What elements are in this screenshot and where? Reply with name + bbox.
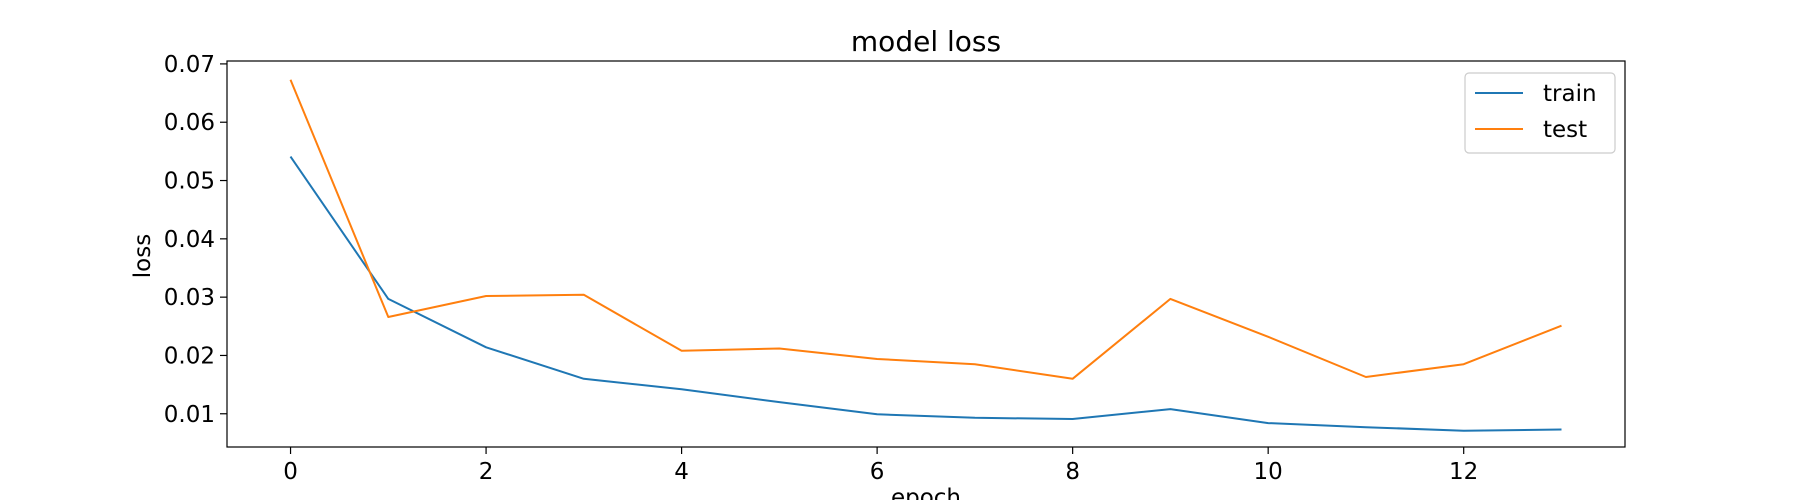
x-tick-label: 8 — [1065, 459, 1080, 485]
x-tick-label: 12 — [1449, 459, 1478, 485]
x-axis: 0 2 4 6 8 10 12 — [283, 447, 1478, 485]
y-tick-label: 0.03 — [164, 285, 215, 311]
y-tick-label: 0.02 — [164, 343, 215, 369]
legend-label-train: train — [1543, 81, 1597, 107]
series-line-test — [289, 79, 1562, 380]
y-tick-label: 0.04 — [164, 227, 215, 253]
y-axis: 0.01 0.02 0.03 0.04 0.05 0.06 0.07 — [164, 52, 227, 428]
series-line-train — [289, 156, 1562, 432]
x-axis-label: epoch — [891, 485, 961, 500]
legend: train test — [1464, 72, 1616, 154]
x-tick-label: 10 — [1254, 459, 1283, 485]
x-tick-label: 0 — [283, 459, 298, 485]
series-layer — [289, 79, 1562, 432]
y-axis-label: loss — [130, 234, 156, 278]
y-tick-label: 0.01 — [164, 402, 215, 428]
plot-area-frame — [226, 60, 1626, 448]
y-tick-label: 0.07 — [164, 52, 215, 78]
x-tick-label: 4 — [674, 459, 689, 485]
y-tick-label: 0.06 — [164, 110, 215, 136]
chart-title: model loss — [851, 25, 1001, 58]
legend-label-test: test — [1543, 117, 1587, 143]
y-tick-label: 0.05 — [164, 169, 215, 195]
x-tick-label: 6 — [870, 459, 885, 485]
x-tick-label: 2 — [479, 459, 494, 485]
